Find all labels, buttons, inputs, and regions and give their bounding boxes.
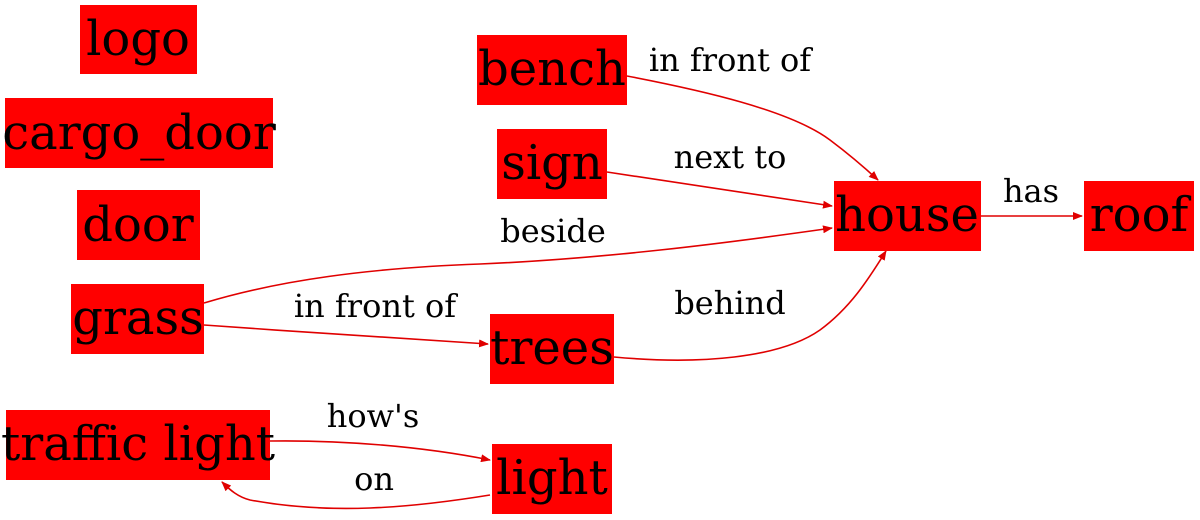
node-light-label: light <box>496 450 608 506</box>
node-traffic-light-box <box>6 410 270 480</box>
edge-bench-house <box>626 75 879 181</box>
edge-label-grass-trees: in front of <box>294 287 458 325</box>
node-grass-label: grass <box>72 290 204 346</box>
node-logo: logo <box>80 5 197 74</box>
node-grass-box <box>71 284 204 354</box>
edge-light-traffic-light <box>221 481 491 510</box>
nodes: logo cargo_door door grass traffic light… <box>1 5 1194 514</box>
edge-label-house-roof: has <box>1003 172 1059 210</box>
edge-label-bench-house: in front of <box>649 41 813 79</box>
node-house-box <box>834 181 981 251</box>
node-cargo-door: cargo_door <box>2 98 276 168</box>
node-sign-box <box>497 129 607 199</box>
node-roof-box <box>1084 181 1194 251</box>
node-cargo-door-box <box>5 98 273 168</box>
node-trees: trees <box>490 314 614 384</box>
edge-label-traffic-light-light: how's <box>327 397 419 435</box>
node-bench-label: bench <box>478 41 626 97</box>
node-traffic-light: traffic light <box>1 410 275 480</box>
node-logo-box <box>80 5 197 74</box>
edge-label-light-traffic-light: on <box>354 460 394 498</box>
edge-grass-house <box>203 225 833 304</box>
edge-trees-house <box>613 250 887 361</box>
node-roof-label: roof <box>1090 187 1192 243</box>
node-bench: bench <box>477 35 627 105</box>
node-trees-label: trees <box>490 320 614 376</box>
node-house-label: house <box>835 187 979 243</box>
edge-label-sign-house: next to <box>674 138 787 176</box>
edge-label-trees-house: behind <box>674 284 785 322</box>
node-sign: sign <box>497 129 607 199</box>
edge-traffic-light-light <box>269 440 491 463</box>
edge-labels: in front of next to beside in front of b… <box>294 41 1059 498</box>
edge-grass-trees <box>203 324 489 348</box>
node-door: door <box>77 190 200 260</box>
node-bench-box <box>477 35 627 105</box>
edge-sign-house <box>606 171 833 209</box>
edge-label-grass-house: beside <box>500 212 606 250</box>
node-sign-label: sign <box>501 135 603 191</box>
node-cargo-door-label: cargo_door <box>2 105 276 161</box>
node-light-box <box>492 444 612 514</box>
node-traffic-light-label: traffic light <box>1 416 275 472</box>
node-house: house <box>834 181 981 251</box>
node-door-label: door <box>82 197 194 253</box>
node-logo-label: logo <box>86 11 190 67</box>
node-door-box <box>77 190 200 260</box>
node-light: light <box>492 444 612 514</box>
edges <box>203 75 1083 510</box>
node-roof: roof <box>1084 181 1194 251</box>
node-grass: grass <box>71 284 204 354</box>
node-trees-box <box>490 314 614 384</box>
